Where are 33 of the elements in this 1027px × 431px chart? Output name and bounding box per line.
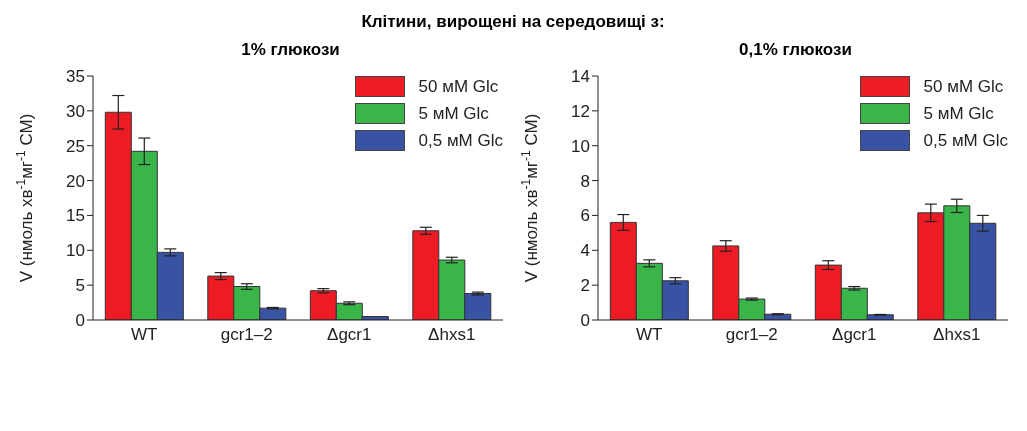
legend-label: 5 мМ Glc (418, 103, 489, 124)
y-tick-label: 2 (580, 276, 590, 296)
y-tick-label: 8 (580, 171, 590, 191)
chart-title: 1% глюкози (240, 40, 341, 61)
y-tick-label: 15 (66, 206, 85, 226)
y-tick-label: 12 (571, 101, 590, 121)
y-tick-label: 25 (66, 136, 85, 156)
legend-label: 5 мМ Glc (923, 103, 994, 124)
y-tick-label: 30 (66, 101, 85, 121)
legend-label: 0,5 мМ Glc (418, 130, 503, 151)
legend-label: 50 мМ Glc (923, 76, 1004, 97)
y-tick-label: 10 (66, 241, 85, 261)
y-tick-label: 5 (75, 276, 85, 296)
chart-title: 0,1% глюкози (738, 40, 853, 61)
x-tick-label: WT (636, 325, 663, 345)
x-tick-label: gcr1–2 (725, 325, 778, 345)
x-tick-label: WT (131, 325, 158, 345)
y-tick-label: 6 (580, 206, 590, 226)
y-tick-label: 14 (571, 67, 590, 87)
text: Клітини, вирощені на середовищі з: (360, 11, 666, 33)
legend-label: 0,5 мМ Glc (923, 130, 1008, 151)
x-tick-label: Δhxs1 (933, 325, 981, 345)
x-tick-label: Δgcr1 (327, 325, 372, 345)
y-tick-label: 0 (75, 311, 85, 331)
y-tick-label: 4 (580, 241, 590, 261)
x-tick-label: Δhxs1 (428, 325, 476, 345)
y-tick-label: 20 (66, 171, 85, 191)
y-tick-label: 10 (571, 136, 590, 156)
x-tick-label: gcr1–2 (220, 325, 273, 345)
legend-label: 50 мМ Glc (418, 76, 499, 97)
y-tick-label: 0 (580, 311, 590, 331)
x-tick-label: Δgcr1 (832, 325, 877, 345)
y-tick-label: 35 (66, 67, 85, 87)
